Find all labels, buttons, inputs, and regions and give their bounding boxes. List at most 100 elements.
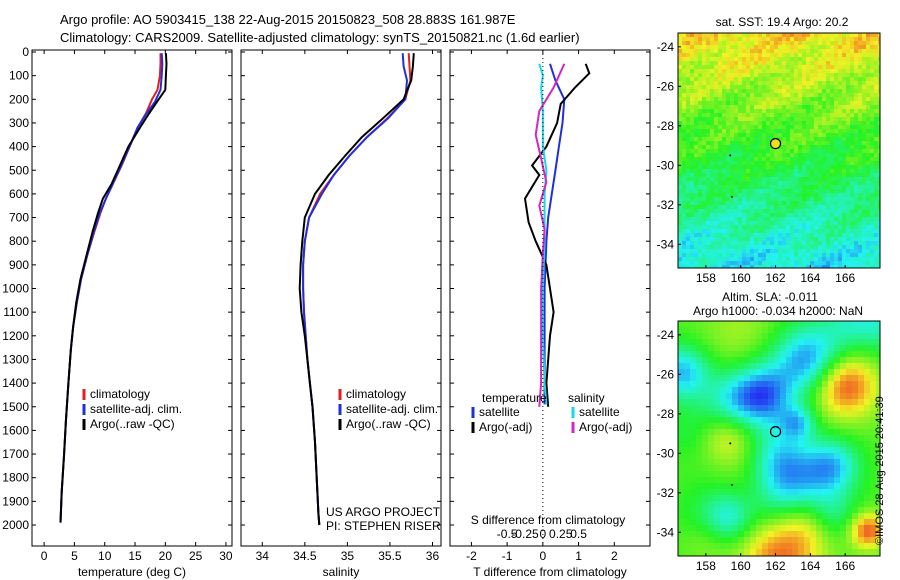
argo-location-marker <box>769 425 782 438</box>
x-tick-label: 158 <box>696 559 716 573</box>
y-tick-label: -34 <box>657 525 675 539</box>
series-line <box>534 63 566 407</box>
y-tick-label: 600 <box>9 187 29 201</box>
y-tick-label: 800 <box>9 234 29 248</box>
x-tick-label-s: -0.25 <box>511 527 539 541</box>
x-tick-label: 160 <box>731 559 751 573</box>
x-tick-label: 1 <box>575 549 582 563</box>
map-frame <box>677 32 881 269</box>
island-dot <box>729 442 732 445</box>
plot-frame <box>240 49 442 547</box>
legend-title: temperature <box>482 391 547 405</box>
series-line <box>538 63 548 405</box>
x-tick-label: -2 <box>466 549 477 563</box>
series-line <box>59 53 164 523</box>
figure-title-line2: Climatology: CARS2009. Satellite-adjuste… <box>60 30 580 45</box>
x-tick-label: 0 <box>41 549 48 563</box>
x-tick-label: -1 <box>502 549 513 563</box>
x-tick-label: 25 <box>189 549 203 563</box>
argo-location-marker <box>769 137 782 150</box>
y-tick-label: -28 <box>657 407 675 421</box>
sst-field <box>678 33 880 268</box>
series-line <box>543 63 566 405</box>
legend-label: satellite <box>579 405 620 419</box>
x-tick-label: 164 <box>800 559 820 573</box>
y-tick-label: 1600 <box>2 423 29 437</box>
y-tick-label: -34 <box>657 237 675 251</box>
y-tick-label: -30 <box>657 158 675 172</box>
x-tick-label: 158 <box>696 271 716 285</box>
x-tick-label-s: 0 <box>540 527 547 541</box>
x-axis-label-top: S difference from climatology <box>471 513 626 527</box>
x-tick-label: 20 <box>159 549 173 563</box>
map-title: Altim. SLA: -0.011 <box>722 290 818 304</box>
series-line <box>302 53 412 526</box>
x-tick-label: 166 <box>835 559 855 573</box>
y-tick-label: 2000 <box>2 518 29 532</box>
y-tick-label: -32 <box>657 198 675 212</box>
y-tick-label: 100 <box>9 69 29 83</box>
x-axis-label: salinity <box>323 565 360 579</box>
x-tick-label: 166 <box>835 271 855 285</box>
y-tick-label: -26 <box>657 367 675 381</box>
x-tick-label: 35.5 <box>378 549 402 563</box>
x-tick-label: 10 <box>98 549 112 563</box>
island-dot <box>730 195 733 198</box>
y-tick-label: 500 <box>9 163 29 177</box>
y-tick-label: -24 <box>657 328 675 342</box>
plot-frame <box>449 49 651 547</box>
series-line <box>59 53 168 523</box>
legend-label: climatology <box>90 387 150 401</box>
x-tick-label: 30 <box>219 549 233 563</box>
x-axis-label: temperature (deg C) <box>78 565 186 579</box>
y-tick-label: -28 <box>657 119 675 133</box>
x-tick-label: 162 <box>766 559 786 573</box>
y-tick-label: 1200 <box>2 329 29 343</box>
y-tick-label: 1000 <box>2 282 29 296</box>
legend-label: Argo(-adj) <box>479 420 532 434</box>
y-tick-label: -30 <box>657 446 675 460</box>
y-tick-label: 1500 <box>2 400 29 414</box>
series-line <box>523 63 591 407</box>
legend-label: satellite-adj. clim. <box>90 402 182 416</box>
legend-label: climatology <box>346 387 406 401</box>
island-dot <box>730 483 733 486</box>
y-tick-label: 1400 <box>2 376 29 390</box>
timestamp-stamp: ©IMOS 28-Aug-2015 20:41:39 <box>874 396 886 545</box>
y-tick-label: 700 <box>9 211 29 225</box>
y-tick-label: -32 <box>657 486 675 500</box>
x-tick-label-s: -0.5 <box>497 527 518 541</box>
y-tick-label: 1700 <box>2 447 29 461</box>
plot-frame <box>31 49 233 547</box>
series-line <box>59 53 162 523</box>
y-tick-label: 1800 <box>2 471 29 485</box>
y-tick-label: 1300 <box>2 352 29 366</box>
x-tick-label-s: 0.25 <box>549 527 573 541</box>
y-tick-label: 900 <box>9 258 29 272</box>
x-tick-label: 5 <box>71 549 78 563</box>
legend-label: Argo(..raw -QC) <box>346 417 431 431</box>
sla-field <box>678 321 880 556</box>
x-tick-label: 36 <box>426 549 440 563</box>
annotation-text: US ARGO PROJECT <box>326 505 441 519</box>
y-tick-label: 1100 <box>3 305 29 319</box>
x-tick-label: 162 <box>766 271 786 285</box>
x-tick-label: 15 <box>128 549 142 563</box>
x-tick-label: 34.5 <box>293 549 317 563</box>
x-axis-label: T difference from climatology <box>473 565 627 579</box>
figure-title-line1: Argo profile: AO 5903415_138 22-Aug-2015… <box>60 12 516 27</box>
series-line <box>298 53 415 526</box>
y-tick-label: -26 <box>657 79 675 93</box>
x-tick-label-s: 0.5 <box>570 527 587 541</box>
x-tick-label: 0 <box>540 549 547 563</box>
x-tick-label: 160 <box>731 271 751 285</box>
x-tick-label: 35 <box>341 549 355 563</box>
x-tick-label: 2 <box>611 549 618 563</box>
legend-label: satellite <box>479 405 520 419</box>
map-title: Argo h1000: -0.034 h2000: NaN <box>693 304 863 318</box>
legend-title: salinity <box>568 391 605 405</box>
x-tick-label: 164 <box>800 271 820 285</box>
y-tick-label: 1900 <box>2 494 29 508</box>
legend-label: Argo(-adj) <box>579 420 632 434</box>
